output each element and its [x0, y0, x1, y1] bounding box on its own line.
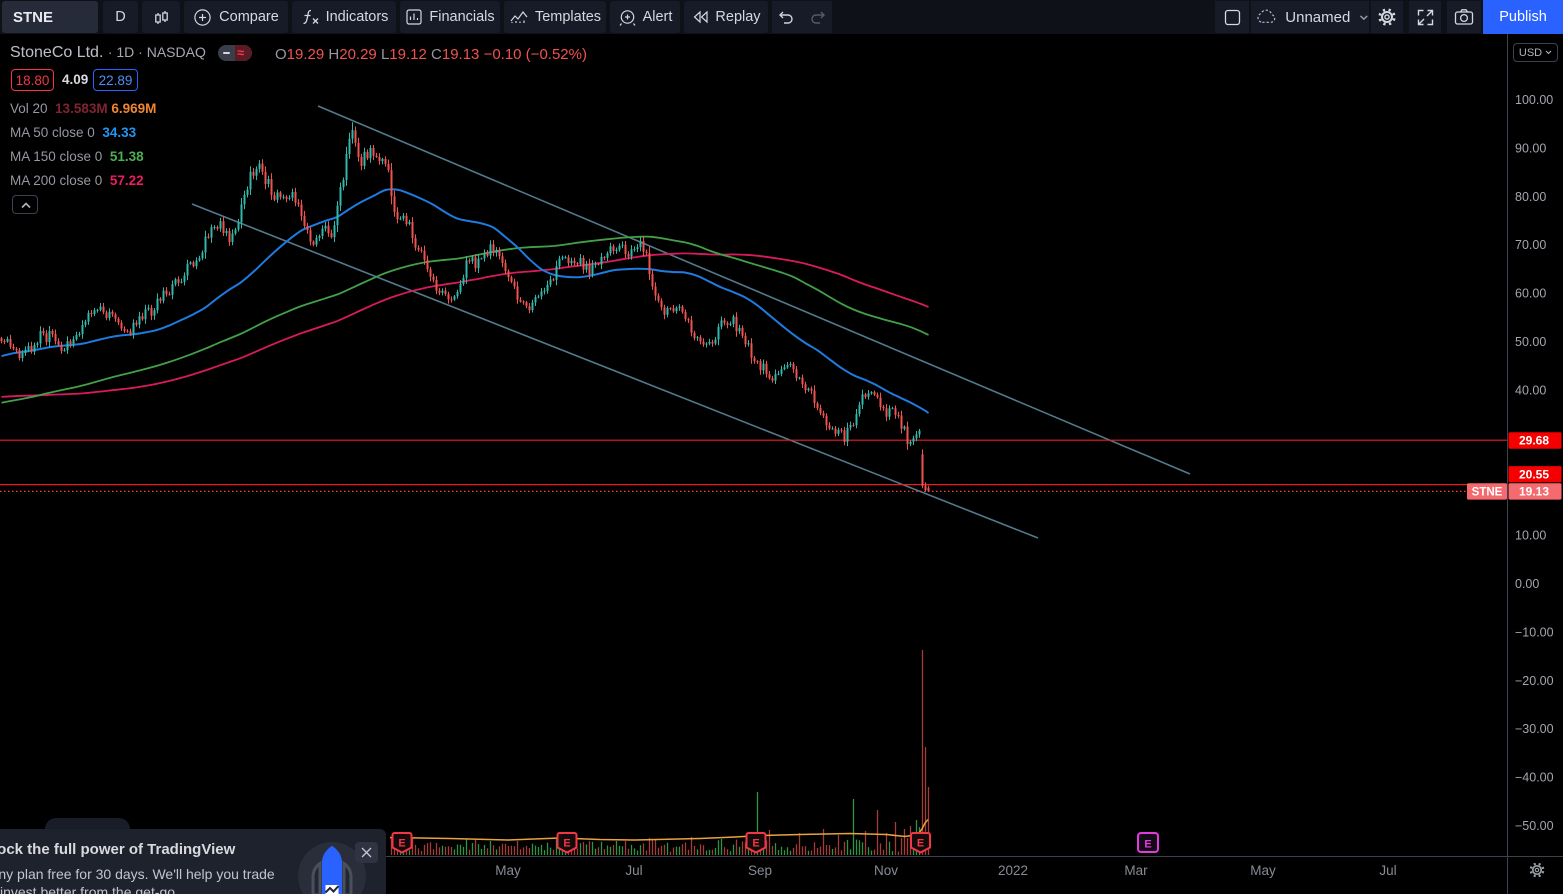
svg-text:70.00: 70.00 [1515, 238, 1546, 252]
svg-text:Jul: Jul [1379, 863, 1396, 878]
svg-text:E: E [398, 838, 405, 850]
svg-text:60.00: 60.00 [1515, 287, 1546, 301]
svg-text:Sep: Sep [748, 863, 772, 878]
svg-text:−30.00: −30.00 [1515, 722, 1554, 736]
svg-text:Mar: Mar [1124, 863, 1148, 878]
svg-text:E: E [752, 838, 759, 850]
svg-text:E: E [563, 838, 570, 850]
svg-text:29.68: 29.68 [1519, 434, 1549, 448]
svg-text:Nov: Nov [874, 863, 898, 878]
svg-text:May: May [1250, 863, 1276, 878]
svg-text:−50.00: −50.00 [1515, 819, 1554, 833]
svg-text:19.13: 19.13 [1519, 485, 1549, 499]
svg-text:100.00: 100.00 [1515, 93, 1553, 107]
svg-text:Jul: Jul [625, 863, 642, 878]
svg-text:STNE: STNE [1472, 487, 1503, 499]
svg-text:40.00: 40.00 [1515, 383, 1546, 397]
svg-text:10.00: 10.00 [1515, 529, 1546, 543]
svg-text:80.00: 80.00 [1515, 190, 1546, 204]
svg-text:−40.00: −40.00 [1515, 771, 1554, 785]
svg-text:−20.00: −20.00 [1515, 674, 1554, 688]
svg-text:E: E [917, 838, 924, 850]
svg-text:May: May [495, 863, 521, 878]
svg-text:−10.00: −10.00 [1515, 625, 1554, 639]
svg-text:E: E [1144, 839, 1151, 851]
svg-text:90.00: 90.00 [1515, 141, 1546, 155]
svg-text:2022: 2022 [998, 863, 1028, 878]
svg-text:0.00: 0.00 [1515, 577, 1539, 591]
svg-text:20.55: 20.55 [1519, 467, 1549, 481]
svg-text:50.00: 50.00 [1515, 335, 1546, 349]
